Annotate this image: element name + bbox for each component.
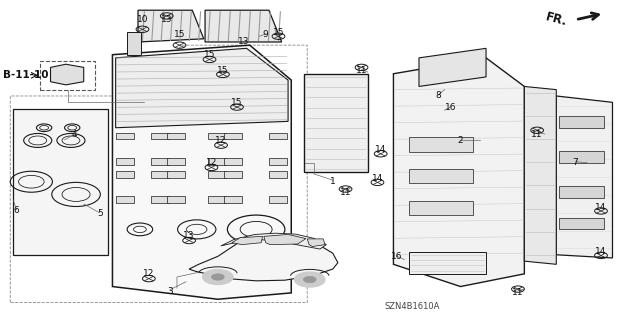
Text: 5: 5 [97,209,102,218]
FancyBboxPatch shape [269,132,287,139]
Polygon shape [205,10,282,42]
Text: 15: 15 [231,98,243,107]
Text: 14: 14 [595,247,607,256]
Text: 4: 4 [71,130,77,138]
FancyBboxPatch shape [224,132,242,139]
Text: 15: 15 [204,50,215,59]
Circle shape [303,276,316,283]
FancyBboxPatch shape [167,158,184,165]
FancyBboxPatch shape [151,158,169,165]
Text: SZN4B1610A: SZN4B1610A [385,302,440,311]
Polygon shape [189,236,338,281]
FancyBboxPatch shape [559,218,604,229]
Polygon shape [307,239,325,247]
Polygon shape [113,45,291,299]
Text: 13: 13 [237,38,249,47]
Polygon shape [264,234,306,245]
Text: 11: 11 [356,66,367,75]
FancyBboxPatch shape [224,196,242,203]
FancyBboxPatch shape [167,132,184,139]
Text: 8: 8 [435,92,441,100]
Polygon shape [221,233,326,249]
Polygon shape [556,96,612,258]
Circle shape [211,274,224,280]
Text: 14: 14 [375,145,387,154]
Text: 13: 13 [183,231,195,240]
FancyBboxPatch shape [151,171,169,178]
Polygon shape [116,48,288,128]
FancyBboxPatch shape [208,196,226,203]
FancyBboxPatch shape [208,158,226,165]
Polygon shape [524,86,556,264]
FancyBboxPatch shape [208,171,226,178]
Text: 16: 16 [445,103,457,112]
Text: 16: 16 [391,252,403,261]
Polygon shape [232,236,262,245]
FancyBboxPatch shape [410,169,473,183]
Polygon shape [410,252,486,274]
Text: 15: 15 [217,66,228,75]
Text: 9: 9 [263,30,269,39]
Polygon shape [138,10,204,42]
FancyBboxPatch shape [224,158,242,165]
FancyBboxPatch shape [559,186,604,197]
Circle shape [294,272,325,287]
Text: 12: 12 [143,269,154,278]
Text: 1: 1 [330,177,335,186]
FancyBboxPatch shape [151,132,169,139]
FancyBboxPatch shape [269,158,287,165]
Polygon shape [419,48,486,86]
Text: 14: 14 [372,174,383,183]
FancyBboxPatch shape [116,196,134,203]
Text: B-11-10: B-11-10 [3,70,48,80]
FancyBboxPatch shape [559,151,604,163]
Text: 12: 12 [215,136,227,145]
Text: FR.: FR. [544,11,568,29]
Text: 3: 3 [167,287,173,296]
Polygon shape [394,58,524,286]
Text: 14: 14 [595,203,607,211]
Circle shape [202,269,233,285]
FancyBboxPatch shape [269,196,287,203]
Text: 15: 15 [273,28,284,37]
FancyBboxPatch shape [167,171,184,178]
FancyBboxPatch shape [116,158,134,165]
Text: 11: 11 [531,130,543,138]
Polygon shape [304,74,368,172]
Text: 11: 11 [340,188,351,197]
FancyBboxPatch shape [410,137,473,152]
FancyBboxPatch shape [224,171,242,178]
FancyBboxPatch shape [269,171,287,178]
Polygon shape [13,109,108,255]
Text: 13: 13 [161,15,173,24]
FancyBboxPatch shape [116,171,134,178]
Text: 7: 7 [573,158,579,167]
Text: 6: 6 [14,206,20,215]
Text: 10: 10 [137,15,148,24]
Polygon shape [51,64,84,85]
FancyBboxPatch shape [208,132,226,139]
Polygon shape [127,33,141,55]
Text: 12: 12 [205,158,217,167]
FancyBboxPatch shape [559,116,604,128]
FancyBboxPatch shape [151,196,169,203]
FancyBboxPatch shape [410,201,473,215]
FancyBboxPatch shape [116,132,134,139]
Text: 2: 2 [458,136,463,145]
FancyBboxPatch shape [167,196,184,203]
Text: 11: 11 [512,288,524,297]
Text: 15: 15 [173,30,185,39]
